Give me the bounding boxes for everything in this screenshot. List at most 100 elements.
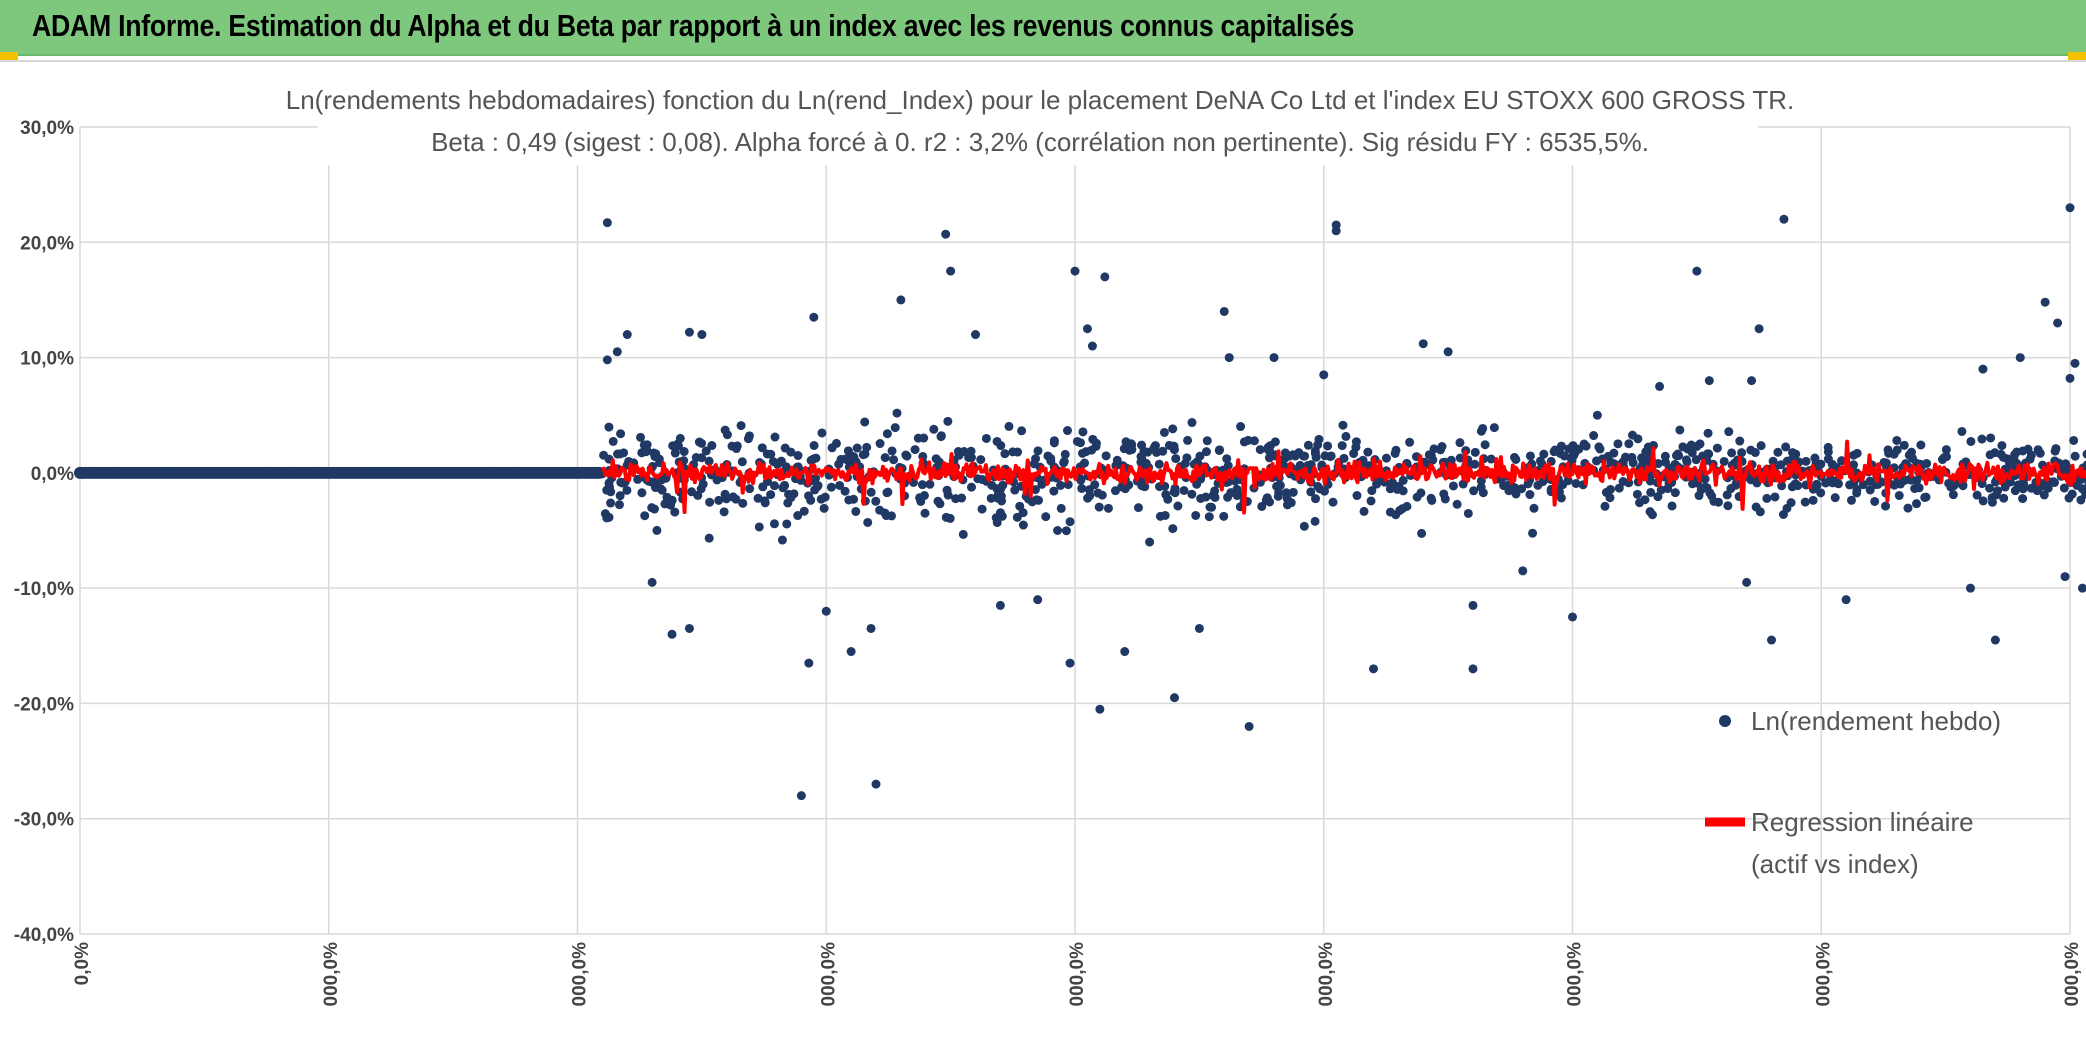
data-point [793,511,802,520]
flat-segment [74,467,605,479]
corner-marker-left [0,52,18,60]
data-point [1013,448,1022,457]
y-tick-label: -20,0% [14,694,74,715]
legend-label-regression-2: (actif vs index) [1751,849,1919,879]
y-tick-label: 0,0% [31,464,74,485]
data-point [2066,374,2075,383]
data-point [1155,460,1164,469]
data-point [809,313,818,322]
data-point [1655,382,1664,391]
data-point [1672,451,1681,460]
data-point [1757,441,1766,450]
data-point [1723,501,1732,510]
data-point [1314,435,1323,444]
data-point [844,495,853,504]
data-point [1629,458,1638,467]
data-point [851,507,860,516]
data-point [942,513,951,522]
data-point [1313,482,1322,491]
data-point [738,457,747,466]
data-point [605,482,614,491]
data-point [771,433,780,442]
data-point [1518,566,1527,575]
data-point [943,486,952,495]
data-point [1351,443,1360,452]
data-point [1274,492,1283,501]
data-point [1696,439,1705,448]
data-point [872,780,881,789]
data-point [1997,441,2006,450]
data-point [1842,595,1851,604]
report-header: ADAM Informe. Estimation du Alpha et du … [0,0,2086,56]
data-point [1134,503,1143,512]
data-point [1057,504,1066,513]
data-point [1791,479,1800,488]
x-tick-label: 000,0% [1067,942,1088,1007]
legend-label-regression-1: Regression linéaire [1751,807,1974,837]
data-point [705,498,714,507]
data-point [1469,601,1478,610]
data-point [914,434,923,443]
data-point [1756,507,1765,516]
data-point [1692,267,1701,276]
data-point [1727,448,1736,457]
data-point [943,417,952,426]
data-point [1490,423,1499,432]
data-point [1160,428,1169,437]
data-point [786,493,795,502]
data-point [780,481,789,490]
data-point [1441,494,1450,503]
data-point [1678,442,1687,451]
data-point [1648,510,1657,519]
data-point [1283,500,1292,509]
data-point [649,449,658,458]
data-point [668,630,677,639]
data-point [1078,427,1087,436]
data-point [887,511,896,520]
data-point [1992,490,2001,499]
data-point [1338,421,1347,430]
data-point [1812,480,1821,489]
data-point [1511,455,1520,464]
data-point [2018,494,2027,503]
data-point [1173,501,1182,510]
data-point [1050,436,1059,445]
data-point [685,624,694,633]
data-point [1104,504,1113,513]
data-point [813,482,822,491]
data-point [1236,422,1245,431]
data-point [967,483,976,492]
data-point [1893,445,1902,454]
data-point [1593,411,1602,420]
data-point [1060,457,1069,466]
data-point [1419,339,1428,348]
data-point [1533,481,1542,490]
data-point [1600,502,1609,511]
data-point [1145,538,1154,547]
data-point [1481,440,1490,449]
data-point [1469,664,1478,673]
x-tick-label: 000,0% [1316,942,1337,1007]
data-point [2083,450,2086,459]
data-point [1270,353,1279,362]
data-point [1367,496,1376,505]
data-point [1882,459,1891,468]
data-point [1564,444,1573,453]
scatter-chart: 30,0%20,0%10,0%0,0%-10,0%-20,0%-30,0%-40… [0,62,2086,1037]
data-point [976,455,985,464]
data-point [1205,512,1214,521]
data-point [737,421,746,430]
data-point [1985,484,1994,493]
data-point [670,508,679,517]
data-point [1004,422,1013,431]
data-point [1080,459,1089,468]
data-point [955,451,964,460]
data-point [1369,664,1378,673]
data-point [1417,529,1426,538]
data-point [695,438,704,447]
data-point [1095,503,1104,512]
x-tick-label: 000,0% [570,942,591,1007]
data-point [1416,488,1425,497]
data-point [1015,502,1024,511]
data-point [946,267,955,276]
